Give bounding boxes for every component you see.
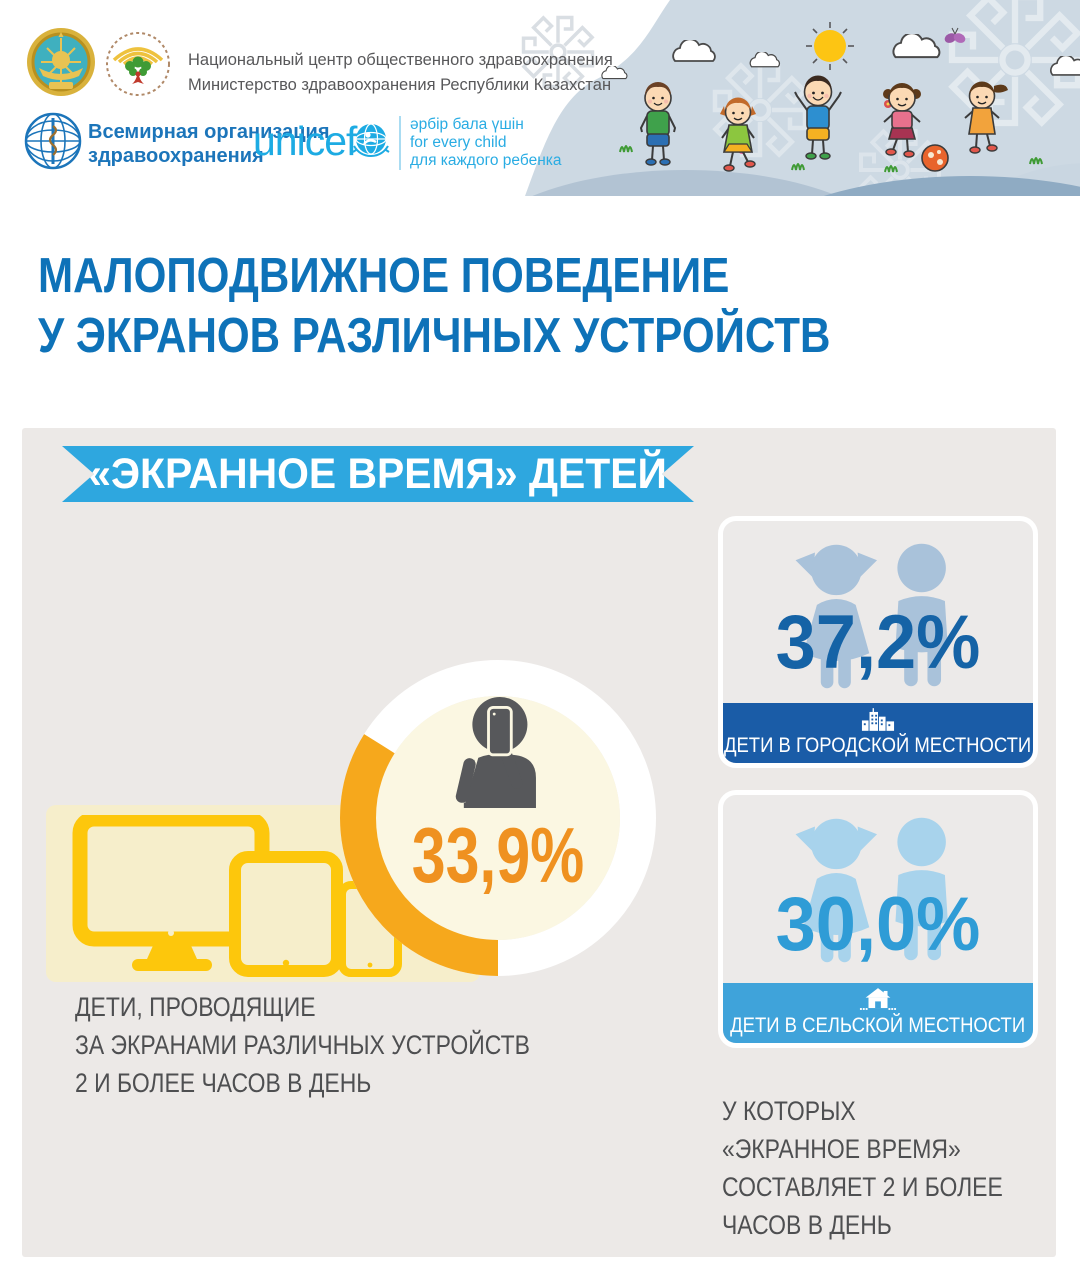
hill (532, 170, 838, 196)
header: Национальный центр общественного здравоо… (0, 0, 1080, 196)
title-line1: МАЛОПОДВИЖНОЕ ПОВЕДЕНИЕ (38, 249, 730, 303)
sun-icon (806, 22, 854, 70)
cards-note-line4: ЧАСОВ В ДЕНЬ (722, 1210, 892, 1240)
title-line2: У ЭКРАНОВ РАЗЛИЧНЫХ УСТРОЙСТВ (38, 309, 831, 363)
who-name: Всемирная организация здравоохранения (88, 120, 329, 168)
cards-note-line1: У КОТОРЫХ (722, 1096, 856, 1126)
cards-note: У КОТОРЫХ «ЭКРАННОЕ ВРЕМЯ» СОСТАВЛЯЕТ 2 … (722, 1092, 1052, 1244)
children-illustration (430, 0, 1080, 196)
house-icon (859, 988, 897, 1010)
urban-value-label: 37,2% (775, 600, 981, 685)
rural-bar-label: ДЕТИ В СЕЛЬСКОЙ МЕСТНОСТИ (730, 1014, 1026, 1037)
children-silhouette-icon (795, 817, 948, 963)
donut-value-label: 33,9% (411, 811, 585, 899)
donut-caption-line1: ДЕТИ, ПРОВОДЯЩИЕ (75, 992, 316, 1022)
donut-rings (340, 660, 656, 976)
rural-bar: ДЕТИ В СЕЛЬСКОЙ МЕСТНОСТИ (723, 983, 1033, 1043)
ball-icon (921, 144, 949, 172)
donut-arc (340, 660, 656, 976)
who-line1: Всемирная организация (88, 121, 330, 143)
donut-caption-line3: 2 И БОЛЕЕ ЧАСОВ В ДЕНЬ (75, 1068, 372, 1098)
devices-icon (72, 815, 402, 977)
kazakhstan-emblem-icon (27, 28, 95, 96)
health-center-logo-icon (106, 32, 170, 96)
urban-card: 37,2% ДЕТИ В ГОРОДСКОЙ МЕ (718, 516, 1038, 768)
city-icon (861, 708, 895, 731)
child-figure (964, 81, 1008, 154)
organization-title: Национальный центр общественного здравоо… (188, 48, 613, 98)
donut-center (376, 696, 620, 940)
section-ribbon-label: «ЭКРАННОЕ ВРЕМЯ» ДЕТЕЙ (88, 449, 668, 498)
who-logo-icon (24, 112, 82, 170)
cards-note-line3: СОСТАВЛЯЕТ 2 И БОЛЕЕ (722, 1172, 1003, 1202)
section-ribbon: «ЭКРАННОЕ ВРЕМЯ» ДЕТЕЙ (62, 446, 694, 502)
hill (823, 176, 1080, 196)
unicef-divider (399, 116, 401, 170)
rural-card: 30,0% ДЕТИ В СЕЛЬСКОЙ МЕСТНОСТИ (718, 790, 1038, 1048)
child-figure (883, 83, 921, 158)
tablet-icon (229, 851, 343, 977)
child-figure (720, 97, 756, 172)
unicef-logo-icon (352, 123, 390, 158)
tagline-en: for every child (410, 134, 507, 151)
grass (619, 145, 1043, 173)
donut-caption: ДЕТИ, ПРОВОДЯЩИЕ ЗА ЭКРАНАМИ РАЗЛИЧНЫХ У… (75, 988, 610, 1102)
cards-note-line2: «ЭКРАННОЕ ВРЕМЯ» (722, 1134, 961, 1164)
rural-value-label: 30,0% (775, 882, 981, 967)
urban-bar: ДЕТИ В ГОРОДСКОЙ МЕСТНОСТИ (723, 703, 1033, 763)
screen-time-donut-chart: 33,9% (340, 660, 656, 976)
who-line2: здравоохранения (88, 145, 264, 167)
child-figure (794, 75, 842, 160)
unicef-tagline: әрбір бала үшін for every child для кажд… (410, 116, 562, 170)
butterfly-icon (944, 27, 966, 43)
tagline-kk: әрбір бала үшін (410, 116, 524, 133)
person-on-phone-icon (455, 696, 536, 808)
tagline-ru: для каждого ребенка (410, 152, 562, 169)
org-line2: Министерство здравоохранения Республики … (188, 76, 612, 94)
page-title: МАЛОПОДВИЖНОЕ ПОВЕДЕНИЕ У ЭКРАНОВ РАЗЛИЧ… (38, 246, 959, 366)
unicef-wordmark: unicef (253, 118, 357, 164)
urban-bar-label: ДЕТИ В ГОРОДСКОЙ МЕСТНОСТИ (724, 734, 1032, 757)
child-figure (639, 82, 677, 166)
org-line1: Национальный центр общественного здравоо… (188, 51, 613, 69)
donut-caption-line2: ЗА ЭКРАНАМИ РАЗЛИЧНЫХ УСТРОЙСТВ (75, 1030, 530, 1060)
content-panel: «ЭКРАННОЕ ВРЕМЯ» ДЕТЕЙ (22, 428, 1056, 1257)
children-silhouette-icon (795, 543, 948, 689)
